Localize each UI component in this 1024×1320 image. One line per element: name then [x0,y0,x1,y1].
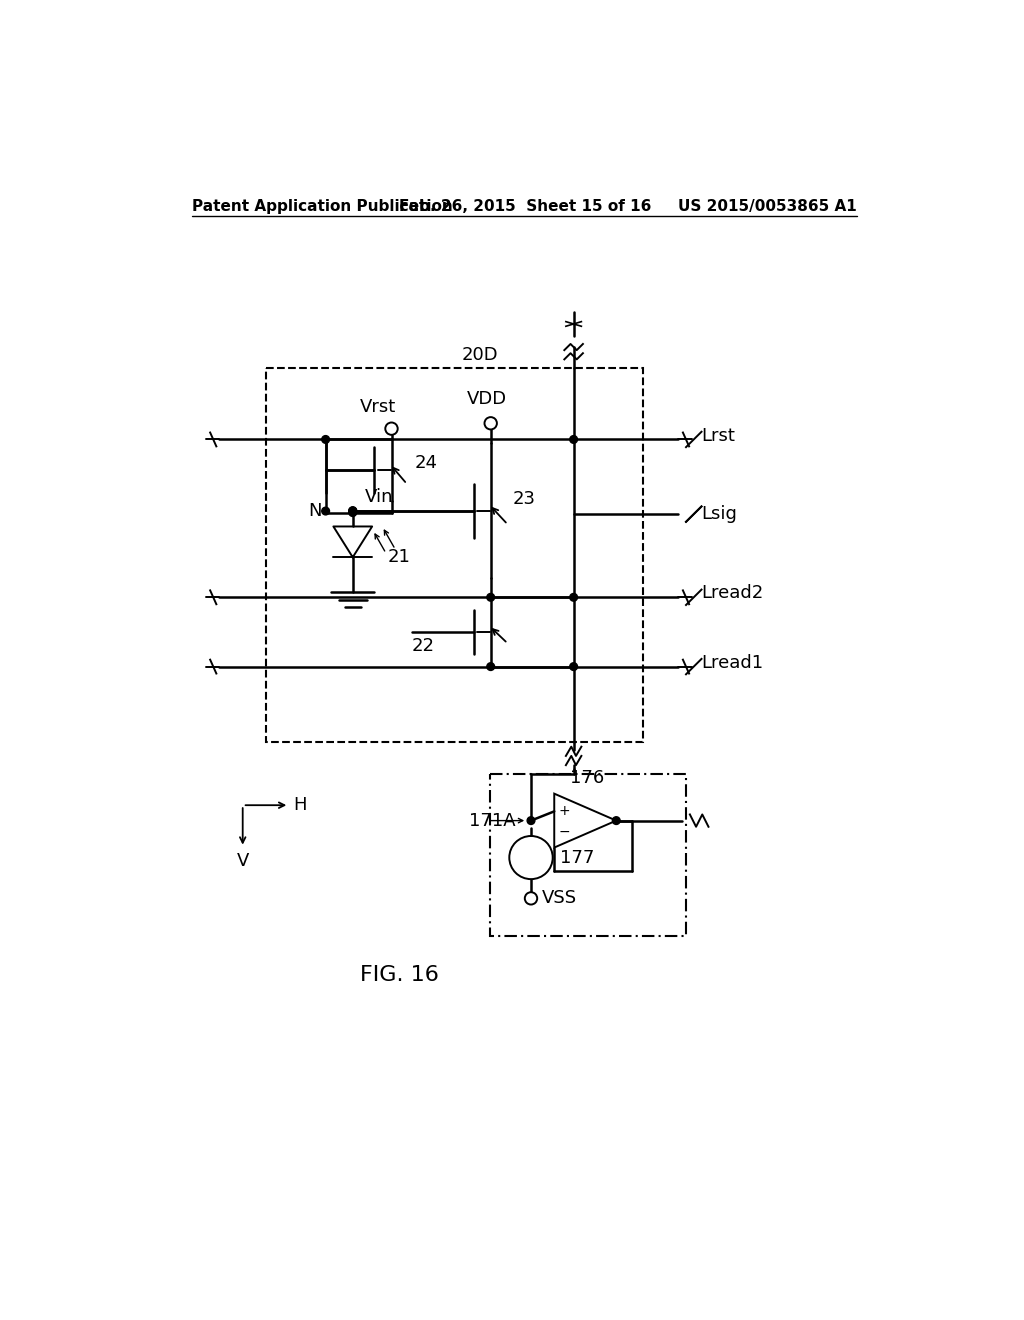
Circle shape [322,436,330,444]
Text: US 2015/0053865 A1: US 2015/0053865 A1 [678,198,856,214]
Text: Feb. 26, 2015  Sheet 15 of 16: Feb. 26, 2015 Sheet 15 of 16 [398,198,651,214]
Text: VSS: VSS [542,890,577,907]
Text: 171A: 171A [469,812,515,829]
Circle shape [569,594,578,601]
Circle shape [486,663,495,671]
Circle shape [349,507,356,515]
Text: 24: 24 [415,454,437,471]
Text: 21: 21 [388,548,411,566]
Text: Lread1: Lread1 [701,653,764,672]
Text: 23: 23 [512,490,536,508]
Text: Vrst: Vrst [359,399,395,416]
Circle shape [322,507,330,515]
Text: Lsig: Lsig [701,506,737,523]
Text: 22: 22 [412,636,434,655]
Text: −: − [559,825,570,838]
Text: Patent Application Publication: Patent Application Publication [191,198,453,214]
Circle shape [486,594,495,601]
Circle shape [509,836,553,879]
Text: Lread2: Lread2 [701,585,764,602]
Text: V: V [237,851,249,870]
Circle shape [484,417,497,429]
Text: VDD: VDD [467,389,507,408]
Circle shape [349,508,356,516]
Circle shape [524,892,538,904]
Circle shape [612,817,621,825]
Circle shape [349,507,356,515]
Bar [489,775,686,936]
Text: FIG. 16: FIG. 16 [360,965,439,985]
Text: H: H [293,796,306,814]
Text: +: + [559,804,570,818]
Circle shape [385,422,397,434]
Circle shape [569,436,578,444]
Text: 20D: 20D [461,346,498,364]
Text: Lrst: Lrst [701,426,735,445]
Text: N: N [308,502,322,520]
Bar [266,368,643,742]
Text: Vin: Vin [365,488,393,506]
Circle shape [527,817,535,825]
Circle shape [569,663,578,671]
Text: 177: 177 [560,849,595,866]
Circle shape [349,507,356,515]
Text: 176: 176 [569,770,604,787]
